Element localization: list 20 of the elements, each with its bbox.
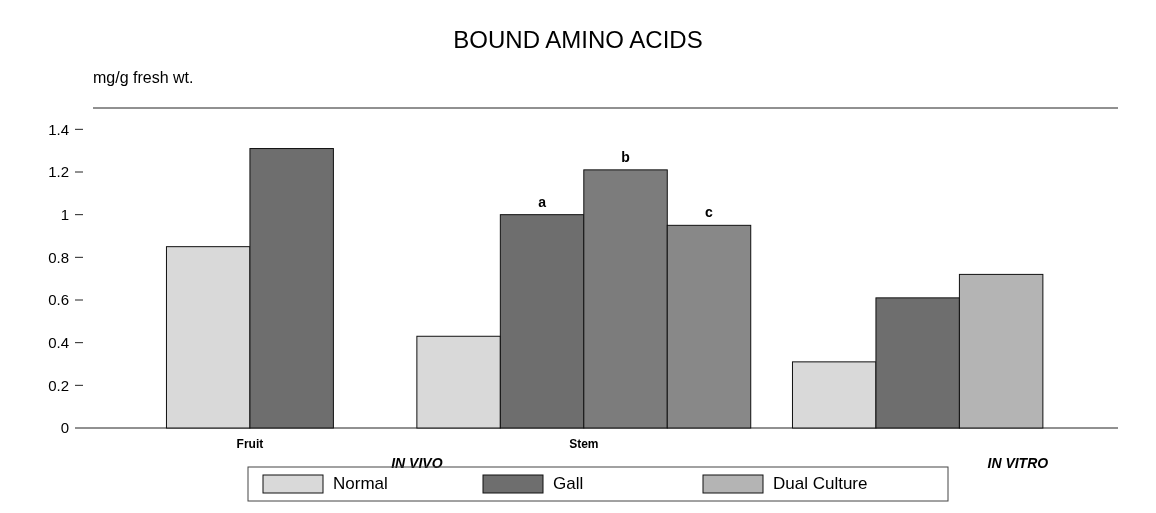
y-tick-label: 0.2 bbox=[48, 376, 69, 394]
x-tick-label: Stem bbox=[569, 437, 599, 451]
y-tick-label: 0 bbox=[60, 419, 69, 437]
y-tick-label: 0.4 bbox=[48, 333, 69, 351]
y-tick-label: 0.6 bbox=[48, 291, 69, 309]
y-tick-label: 0.8 bbox=[48, 248, 69, 266]
legend-label: Gall bbox=[553, 474, 584, 493]
legend-label: Dual Culture bbox=[773, 474, 868, 493]
x-tick-label: Fruit bbox=[236, 437, 264, 451]
annotation: b bbox=[621, 148, 630, 165]
text: IN VITRO bbox=[987, 455, 1049, 471]
legend-label: Normal bbox=[333, 474, 388, 493]
annotation: a bbox=[538, 193, 547, 210]
y-tick-label: 1.4 bbox=[48, 120, 69, 138]
chart-title: BOUND AMINO ACIDS bbox=[453, 26, 703, 53]
text: IN VIVO bbox=[391, 455, 443, 471]
y-tick-label: 1.2 bbox=[48, 163, 69, 181]
y-tick-label: 1 bbox=[60, 205, 69, 223]
annotation: c bbox=[705, 204, 714, 221]
y-axis-title: mg/g fresh wt. bbox=[93, 69, 194, 86]
